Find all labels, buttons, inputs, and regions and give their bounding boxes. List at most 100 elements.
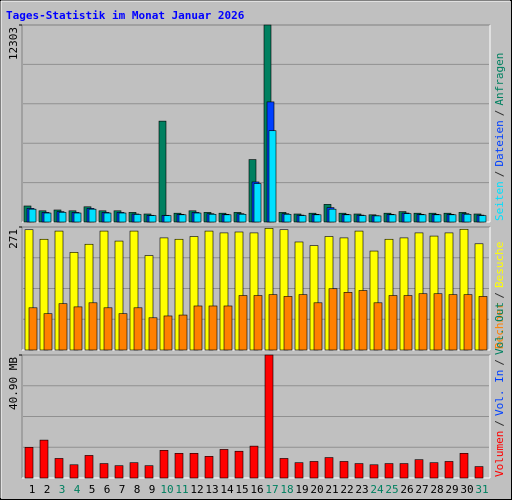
bar (403, 295, 413, 351)
bar (178, 314, 188, 351)
y-tick-label: 12303 (7, 27, 20, 60)
bar (249, 445, 259, 479)
bar (313, 302, 323, 351)
bar (39, 439, 49, 479)
bar (294, 462, 304, 479)
x-tick-label: 11 (175, 483, 188, 496)
bar (208, 214, 217, 223)
legend-entry: Volumen (493, 431, 506, 477)
bar (283, 214, 292, 223)
bar (174, 453, 184, 479)
bar (313, 214, 322, 223)
bar (73, 212, 82, 223)
bar (58, 303, 68, 351)
y-tick-label: 271 (7, 229, 20, 249)
bar (163, 315, 173, 351)
bar (298, 215, 307, 223)
bar (118, 313, 128, 351)
bar (43, 313, 53, 351)
bar (118, 212, 127, 223)
x-tick-label: 23 (355, 483, 368, 496)
bar (463, 294, 473, 351)
bar (158, 120, 167, 223)
bar (148, 215, 157, 223)
bar (238, 214, 247, 223)
bar (144, 465, 154, 479)
x-tick-label: 19 (295, 483, 308, 496)
x-tick-label: 16 (250, 483, 263, 496)
bar (103, 307, 113, 351)
bar (28, 208, 37, 223)
x-tick-label: 30 (460, 483, 473, 496)
bar (268, 294, 278, 351)
bar (193, 305, 203, 351)
x-tick-label: 10 (160, 483, 173, 496)
legend-entry: Besuche (493, 242, 506, 288)
bar (478, 296, 488, 351)
legend-separator: / (493, 110, 506, 117)
bar (403, 213, 412, 223)
bar (444, 461, 454, 479)
x-tick-label: 29 (445, 483, 458, 496)
bar (418, 214, 427, 223)
legend-entry: Dateien (493, 120, 506, 166)
x-tick-label: 18 (280, 483, 293, 496)
chart-title: Tages-Statistik im Monat Januar 2026 (6, 9, 245, 22)
bar (193, 212, 202, 223)
x-tick-label: 8 (134, 483, 141, 496)
x-tick-label: 4 (74, 483, 81, 496)
bar (339, 461, 349, 479)
bar (388, 295, 398, 351)
bar (448, 214, 457, 223)
bar (343, 214, 352, 223)
x-tick-label: 31 (475, 483, 488, 496)
x-tick-label: 5 (89, 483, 96, 496)
x-tick-label: 28 (430, 483, 443, 496)
legend-separator: / (493, 292, 506, 299)
legend-entry: Anfragen (493, 53, 506, 106)
bar (189, 453, 199, 479)
bar (283, 296, 293, 351)
legend: Volumen / Vol. In / Vol. Out (493, 302, 506, 477)
legend-entry: Vol. In (493, 370, 506, 416)
x-tick-label: 9 (149, 483, 156, 496)
bar (384, 463, 394, 479)
x-tick-label: 25 (385, 483, 398, 496)
x-tick-label: 13 (205, 483, 218, 496)
legend-entry: Rechner (493, 302, 506, 349)
bar (129, 462, 139, 479)
bar (433, 214, 442, 223)
bar (88, 302, 98, 351)
x-tick-label: 7 (119, 483, 126, 496)
x-tick-label: 20 (310, 483, 323, 496)
x-tick-label: 21 (325, 483, 338, 496)
bar (309, 461, 319, 479)
bar (328, 208, 337, 223)
bar (223, 305, 233, 351)
bar (354, 463, 364, 479)
bar (474, 466, 484, 479)
bar (373, 215, 382, 223)
bar (253, 183, 262, 223)
bar (463, 214, 472, 223)
x-tick-label: 26 (400, 483, 413, 496)
bar (178, 214, 187, 223)
legend-separator: / (493, 359, 506, 366)
legend-entry: Vol. Out (493, 302, 506, 355)
bar (448, 294, 458, 351)
x-tick-label: 24 (370, 483, 384, 496)
bar (328, 288, 338, 351)
bar (99, 463, 109, 479)
bar (418, 293, 428, 351)
bar (28, 307, 38, 351)
legend-separator: / (493, 171, 506, 178)
x-tick-label: 15 (235, 483, 248, 496)
x-tick-label: 27 (415, 483, 428, 496)
legend: Rechner / Besuche (493, 242, 506, 349)
bar (399, 463, 409, 479)
x-tick-label: 1 (29, 483, 36, 496)
bar (219, 449, 229, 479)
bar (369, 464, 379, 479)
legend-separator: / (493, 420, 506, 427)
